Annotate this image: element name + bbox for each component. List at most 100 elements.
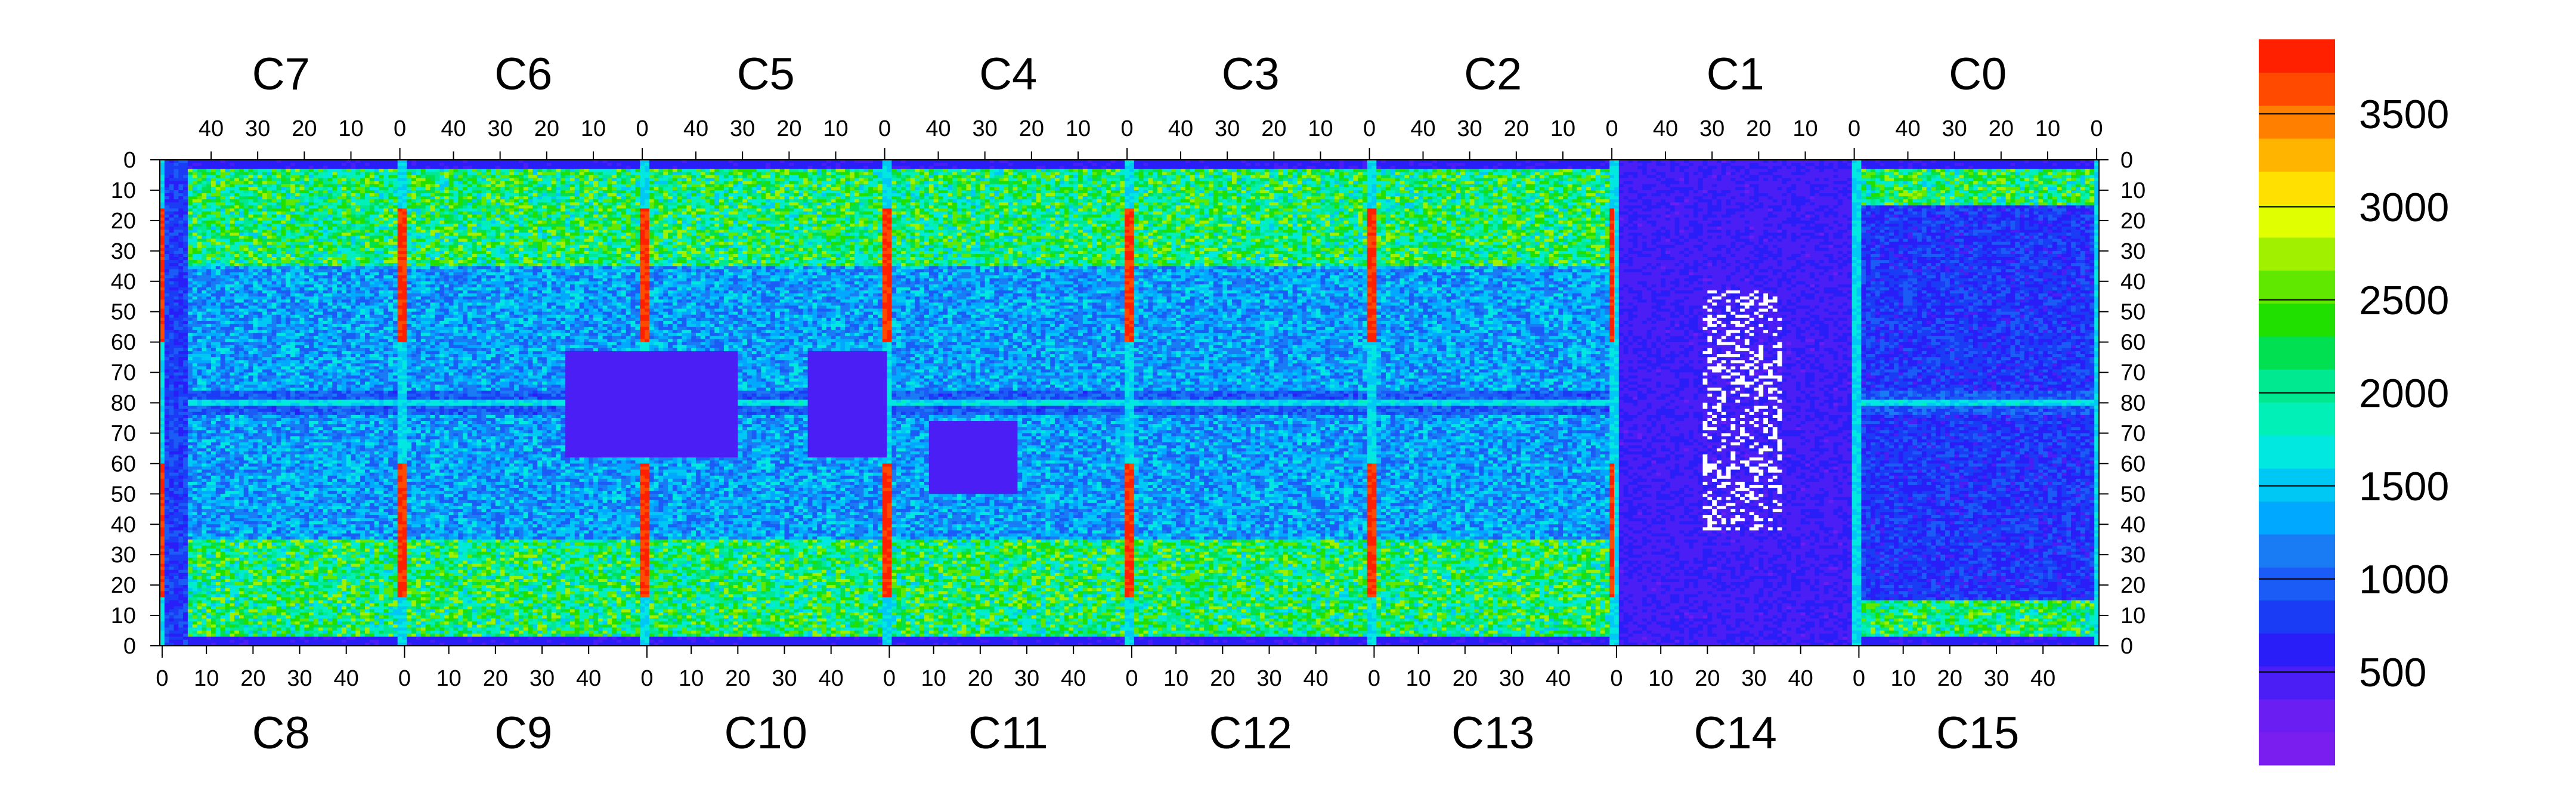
heatmap-cell [696,175,701,178]
heatmap-cell [789,175,794,178]
heatmap-cell [388,163,393,166]
heatmap-cell [603,172,608,175]
heatmap-cell [221,169,225,172]
heatmap-cell [351,163,356,166]
heatmap-cell [1726,175,1731,178]
heatmap-cell [1348,172,1353,175]
heatmap-cell [645,163,649,166]
heatmap-cell [1675,175,1680,178]
heatmap-cell [626,166,631,169]
heatmap-cell [1829,169,1834,172]
heatmap-cell [980,163,985,166]
heatmap-cell [272,175,277,178]
heatmap-cell [631,166,636,169]
heatmap-cell [1912,169,1917,172]
heatmap-cell [244,166,249,169]
heatmap-cell [524,163,528,166]
heatmap-cells [160,160,2100,646]
heatmap-cell [1181,172,1185,175]
heatmap-cell [1199,166,1204,169]
heatmap-cell [1306,172,1311,175]
heatmap-cell [705,175,710,178]
heatmap-cell [1432,175,1437,178]
heatmap-cell [1852,169,1857,172]
heatmap-cell [1227,166,1232,169]
heatmap-cell [1730,175,1735,178]
heatmap-cell [290,178,295,182]
heatmap-cell [1884,175,1889,178]
heatmap-cell [453,178,458,182]
heatmap-cell [1819,169,1824,172]
heatmap-cell [327,175,332,178]
heatmap-cell [552,166,556,169]
heatmap-cell [891,175,896,178]
bottom-tick-label: 40 [1788,666,1813,691]
heatmap-cell [1270,175,1274,178]
heatmap-cell [1460,169,1465,172]
heatmap-cell [654,172,659,175]
heatmap-cell [174,169,178,172]
heatmap-cell [1162,175,1167,178]
heatmap-cell [1484,166,1488,169]
heatmap-cell [1540,163,1544,166]
heatmap-cell [1171,166,1176,169]
heatmap-cell [1950,169,1955,172]
heatmap-cell [1758,163,1763,166]
heatmap-cell [379,172,383,175]
heatmap-cell [1735,169,1740,172]
heatmap-cell [915,166,919,169]
heatmap-cell [449,169,454,172]
heatmap-cell [383,175,388,178]
heatmap-cell [193,163,197,166]
heatmap-cell [1945,166,1950,169]
heatmap-cell [1754,163,1759,166]
heatmap-cell [1148,163,1153,166]
heatmap-cell [486,172,491,175]
heatmap-cell [906,166,911,169]
heatmap-cell [589,166,593,169]
heatmap-cell [295,166,300,169]
heatmap-cell [1428,166,1432,169]
heatmap-cell [2061,175,2066,178]
heatmap-cell [435,166,439,169]
heatmap-cell [971,169,976,172]
heatmap-cell [1097,169,1101,172]
heatmap-cell [383,178,388,182]
heatmap-cell [1185,175,1190,178]
heatmap-cell [1032,172,1036,175]
heatmap-cell [300,166,305,169]
heatmap-cell [1218,169,1223,172]
heatmap-cell [169,166,174,169]
heatmap-cell [1833,166,1838,169]
heatmap-cell [165,178,169,182]
heatmap-cell [1283,169,1288,172]
heatmap-cell [901,163,906,166]
heatmap-cell [2006,175,2011,178]
heatmap-cell [589,175,593,178]
heatmap-cell [346,175,351,178]
chip-label-bottom: C13 [1451,708,1534,758]
heatmap-cell [1703,169,1708,172]
heatmap-cell [2066,175,2071,178]
heatmap-cell [504,166,509,169]
heatmap-cell [738,163,742,166]
left-tick-label: 40 [111,270,136,295]
heatmap-cell [2006,169,2011,172]
heatmap-cell [407,172,411,175]
heatmap-cell [286,166,290,169]
heatmap-cell [1456,163,1460,166]
top-tick-label: 10 [581,116,606,141]
heatmap-cell [1027,163,1032,166]
heatmap-cell [1432,172,1437,175]
heatmap-cell [1073,169,1078,172]
heatmap-cell [435,169,439,172]
heatmap-cell [1684,172,1689,175]
heatmap-cell [1367,175,1372,178]
heatmap-cell [365,175,370,178]
heatmap-cell [621,172,626,175]
heatmap-cell [355,163,360,166]
heatmap-cell [370,169,374,172]
heatmap-cell [1316,175,1321,178]
heatmap-cell [845,172,850,175]
top-tick-label: 40 [1895,116,1920,141]
